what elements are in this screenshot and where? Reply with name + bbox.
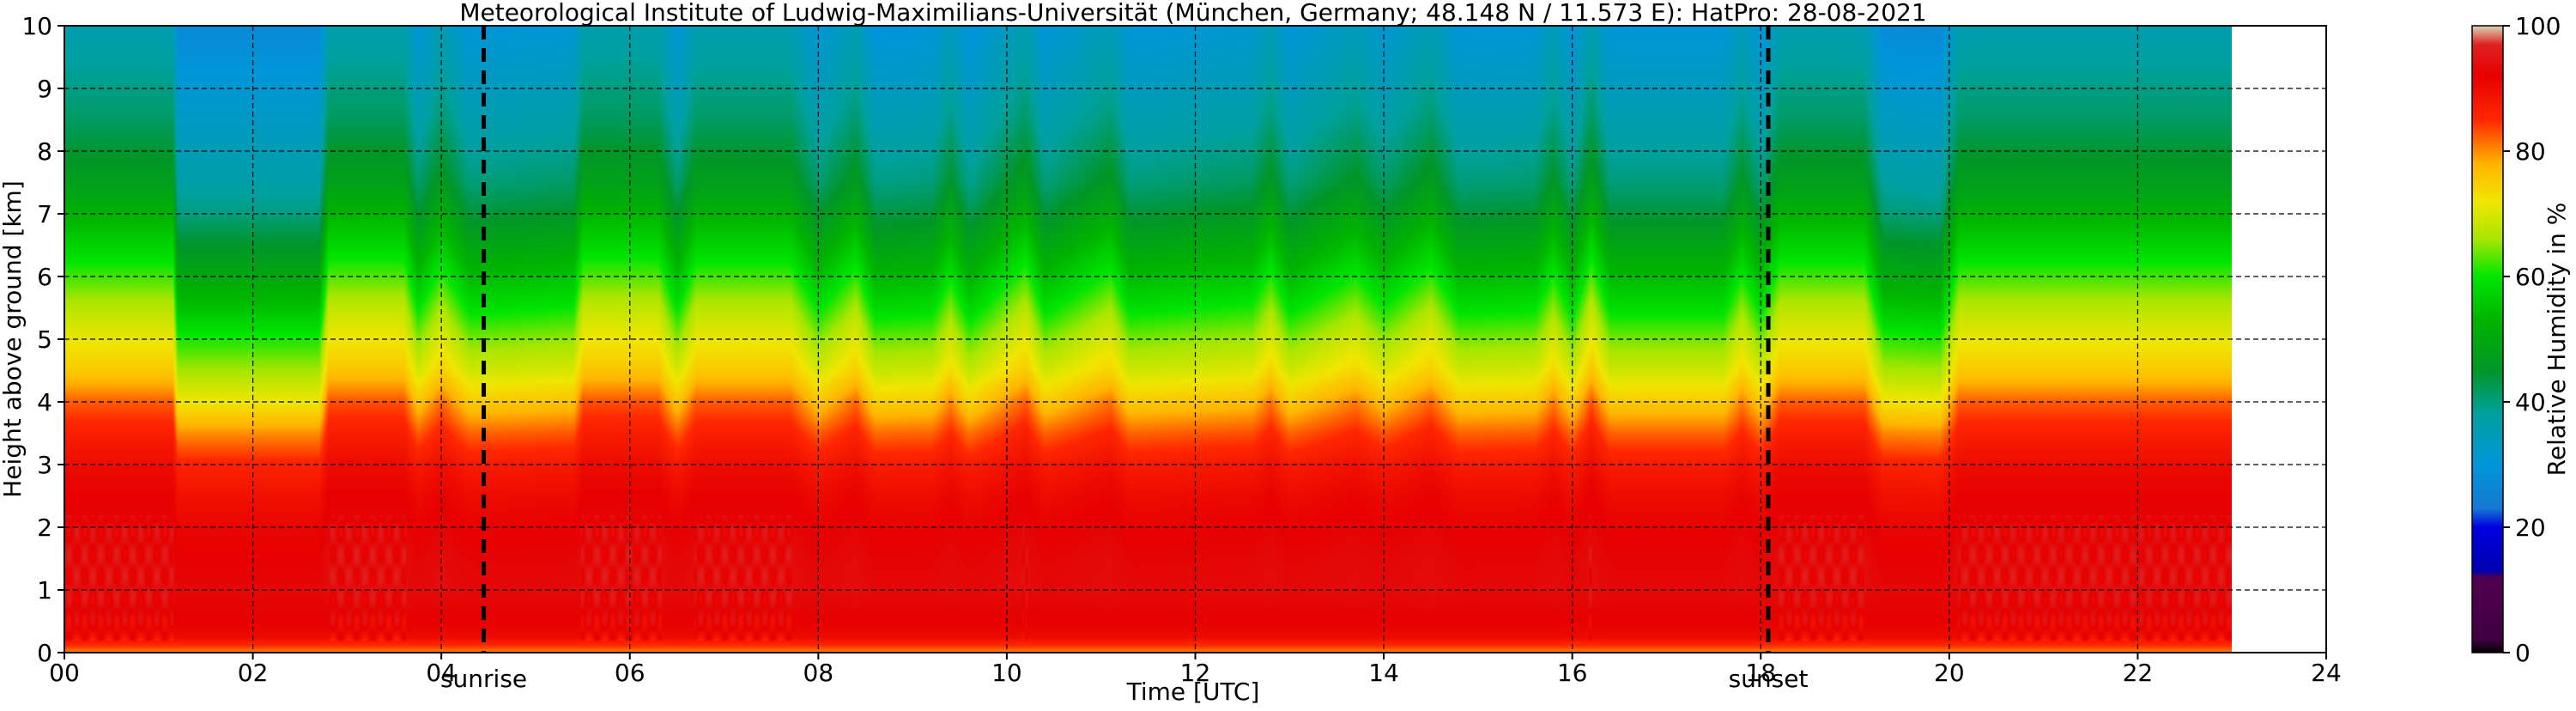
colorbar-label: Relative Humidity in %: [2543, 203, 2571, 477]
y-tick-label: 9: [37, 75, 52, 103]
sunrise-label: sunrise: [440, 665, 527, 693]
y-tick-label: 3: [37, 451, 52, 479]
y-tick-label: 7: [37, 200, 52, 228]
markers: sunrise sunset: [440, 26, 1809, 693]
x-tick-label: 00: [49, 659, 80, 687]
x-tick-label: 08: [803, 659, 834, 687]
colorbar-tick-label: 0: [2515, 639, 2531, 667]
x-tick-label: 04: [426, 659, 457, 687]
colorbar: 0 20 40 60 80 100: [2471, 12, 2561, 667]
x-axis-ticks: 00 02 04 06 08 10 12 14 16 18 20 22 24: [49, 653, 2342, 687]
y-tick-label: 10: [21, 12, 52, 40]
y-tick-label: 2: [37, 514, 52, 542]
colorbar-tick-label: 100: [2515, 12, 2561, 40]
y-axis-ticks: 0 1 2 3 4 5 6 7 8 9 10: [21, 12, 64, 667]
chart-title: Meteorological Institute of Ludwig-Maxim…: [459, 0, 1926, 27]
y-tick-label: 4: [37, 388, 52, 416]
colorbar-tick-label: 20: [2515, 514, 2546, 542]
y-axis-label: Height above ground [km]: [0, 180, 27, 498]
x-tick-label: 10: [991, 659, 1022, 687]
x-tick-label: 18: [1745, 659, 1776, 687]
colorbar-tick-label: 40: [2515, 388, 2546, 416]
y-tick-label: 8: [37, 137, 52, 166]
x-tick-label: 02: [238, 659, 269, 687]
x-tick-label: 14: [1368, 659, 1399, 687]
grid: [64, 26, 2326, 653]
colorbar-gradient: [2471, 25, 2504, 653]
y-tick-label: 6: [37, 263, 52, 291]
x-axis-label: Time [UTC]: [1126, 678, 1260, 706]
x-tick-label: 20: [1934, 659, 1965, 687]
x-tick-label: 22: [2123, 659, 2154, 687]
x-tick-label: 24: [2311, 659, 2342, 687]
y-tick-label: 5: [37, 325, 52, 354]
x-tick-label: 06: [615, 659, 646, 687]
colorbar-tick-label: 80: [2515, 137, 2546, 166]
colorbar-tick-label: 60: [2515, 263, 2546, 291]
y-tick-label: 1: [37, 576, 52, 605]
x-tick-label: 16: [1557, 659, 1588, 687]
x-tick-label: 12: [1180, 659, 1211, 687]
sunset-label: sunset: [1729, 665, 1809, 693]
y-tick-label: 0: [37, 639, 52, 667]
